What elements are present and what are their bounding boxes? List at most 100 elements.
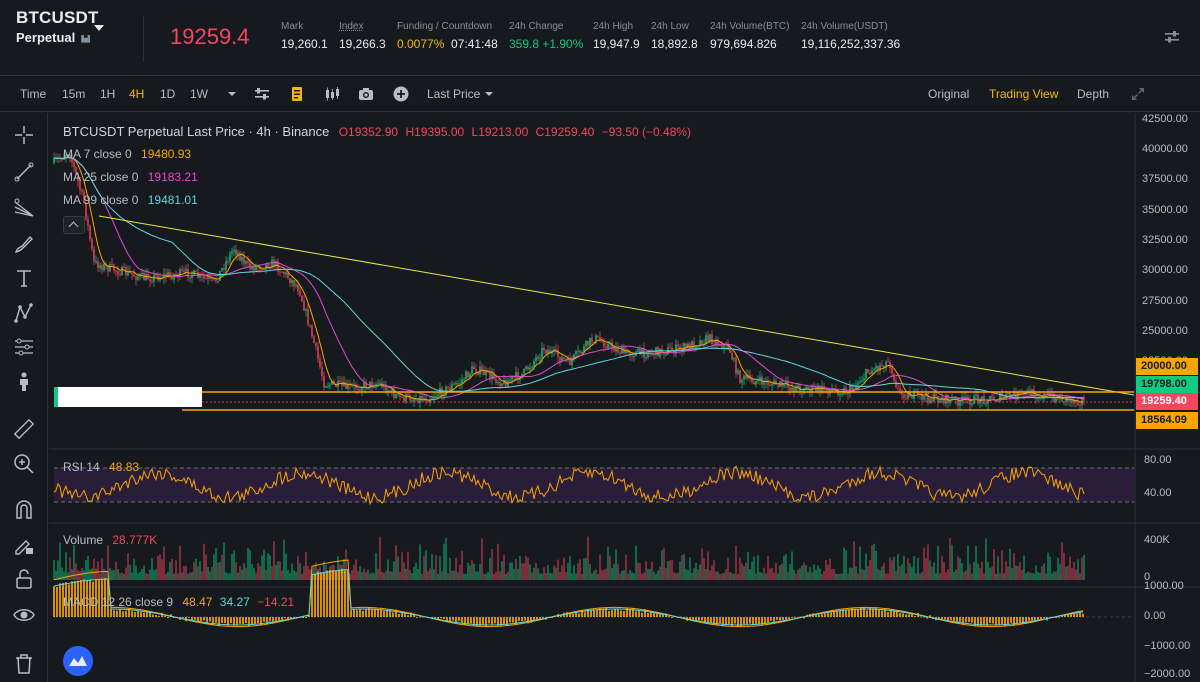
macd-histogram-bar	[284, 617, 286, 619]
volume-bar	[809, 566, 811, 580]
macd-histogram-bar	[440, 617, 442, 619]
tab-trading-view[interactable]: Trading View	[989, 87, 1059, 101]
volume-bar	[73, 544, 75, 580]
volume-bar	[481, 538, 483, 580]
macd-histogram-bar	[827, 611, 829, 617]
rsi-legend[interactable]: RSI 14 48.83	[63, 460, 139, 474]
crosshair-icon[interactable]	[12, 123, 36, 147]
ma25-legend[interactable]: MA 25 close 0 19183.21	[63, 170, 198, 184]
lock-icon[interactable]	[12, 567, 36, 591]
macd-histogram-bar	[248, 617, 250, 627]
volume-bar	[889, 557, 891, 580]
measure-icon[interactable]	[12, 335, 36, 359]
macd-histogram-bar	[1031, 617, 1033, 621]
price-type-selector[interactable]: Last Price	[427, 87, 481, 101]
chevron-down-icon[interactable]	[224, 86, 240, 102]
person-icon[interactable]	[12, 370, 36, 394]
tradingview-logo[interactable]	[63, 646, 93, 676]
volume-legend[interactable]: Volume 28.777K	[63, 533, 157, 547]
stat-value: 19,947.9	[593, 37, 640, 51]
price-chart[interactable]	[49, 113, 1200, 682]
camera-icon[interactable]	[358, 86, 374, 102]
volume-bar	[289, 573, 291, 580]
macd-histogram-bar	[584, 612, 586, 617]
candle-body	[305, 309, 307, 311]
ruler-icon[interactable]	[12, 417, 36, 441]
candle-body	[459, 383, 461, 385]
sliders-icon[interactable]	[1164, 29, 1180, 45]
brush-icon[interactable]	[12, 232, 36, 256]
macd-histogram-bar	[794, 616, 796, 618]
candle-body	[953, 398, 955, 400]
candle-body	[543, 347, 545, 351]
time-button[interactable]: Time	[20, 87, 47, 101]
fib-icon[interactable]	[12, 196, 36, 220]
volume-bar	[1007, 566, 1009, 580]
chevron-down-icon[interactable]	[94, 25, 104, 31]
magnet-icon[interactable]	[12, 498, 36, 522]
candle-body	[217, 280, 219, 282]
stat-label[interactable]: Index	[339, 21, 364, 32]
candle-body	[803, 390, 805, 392]
volume-bar	[721, 573, 723, 580]
trash-icon[interactable]	[12, 652, 36, 676]
macd-histogram-bar	[575, 612, 577, 617]
tab-depth[interactable]: Depth	[1077, 87, 1110, 101]
candle-body	[179, 269, 181, 277]
macd-histogram-bar	[605, 607, 607, 617]
add-icon[interactable]	[393, 86, 409, 102]
candle-body	[245, 261, 247, 264]
candle-body	[717, 339, 719, 345]
volume-bar	[1043, 563, 1045, 580]
pattern-icon[interactable]	[12, 301, 36, 325]
symbol-name[interactable]: BTCUSDT	[16, 8, 99, 27]
ma7-legend[interactable]: MA 7 close 0 19480.93	[63, 147, 191, 161]
indicator-settings-icon[interactable]	[254, 86, 270, 102]
volume-bar	[387, 559, 389, 580]
interval-1d[interactable]: 1D	[160, 87, 176, 101]
candle-type-icon[interactable]	[324, 86, 340, 102]
macd-histogram-bar	[356, 610, 358, 617]
eye-icon[interactable]	[12, 603, 36, 627]
candle-body	[1011, 395, 1013, 398]
chart-area[interactable]: BTCUSDT Perpetual Last Price · 4h · Bina…	[49, 113, 1200, 682]
zoom-in-icon[interactable]	[12, 452, 36, 476]
ma99-legend[interactable]: MA 99 close 0 19481.01	[63, 193, 198, 207]
interval-15m[interactable]: 15m	[62, 87, 86, 101]
tab-original[interactable]: Original	[928, 87, 970, 101]
symbol-selector[interactable]: BTCUSDT Perpetual	[16, 8, 99, 45]
volume-bar	[769, 568, 771, 580]
candle-body	[169, 272, 171, 276]
lock-draw-icon[interactable]	[12, 533, 36, 557]
template-icon[interactable]	[289, 86, 305, 102]
volume-bar	[397, 556, 399, 580]
volume-bar	[997, 556, 999, 580]
candle-body	[847, 393, 849, 395]
candle-body	[923, 396, 925, 400]
text-icon[interactable]	[12, 266, 36, 290]
volume-bar	[933, 562, 935, 580]
chevron-down-icon[interactable]	[481, 86, 497, 102]
volume-bar	[963, 572, 965, 580]
macd-legend[interactable]: MACD 12 26 close 9 48.47 34.27 −14.21	[63, 595, 294, 609]
macd-histogram-bar	[449, 617, 451, 623]
volume-bar	[671, 560, 673, 580]
volume-bar	[179, 545, 181, 580]
macd-histogram-bar	[944, 617, 946, 620]
collapse-legend-button[interactable]	[63, 216, 85, 234]
interval-4h[interactable]: 4H	[129, 87, 145, 101]
candle-body	[665, 354, 667, 356]
candle-body	[373, 387, 375, 389]
volume-bar	[499, 571, 501, 580]
interval-1w[interactable]: 1W	[190, 87, 208, 101]
stat-index[interactable]: Index 19,266.3	[339, 21, 386, 51]
macd-axis-label: 1000.00	[1144, 580, 1184, 592]
interval-1h[interactable]: 1H	[100, 87, 116, 101]
candle-body	[483, 369, 485, 376]
candle-body	[95, 260, 97, 262]
volume-bar	[725, 569, 727, 580]
fullscreen-icon[interactable]	[1130, 86, 1146, 102]
volume-bar	[845, 549, 847, 580]
trend-line-icon[interactable]	[12, 160, 36, 184]
volume-bar	[633, 573, 635, 580]
